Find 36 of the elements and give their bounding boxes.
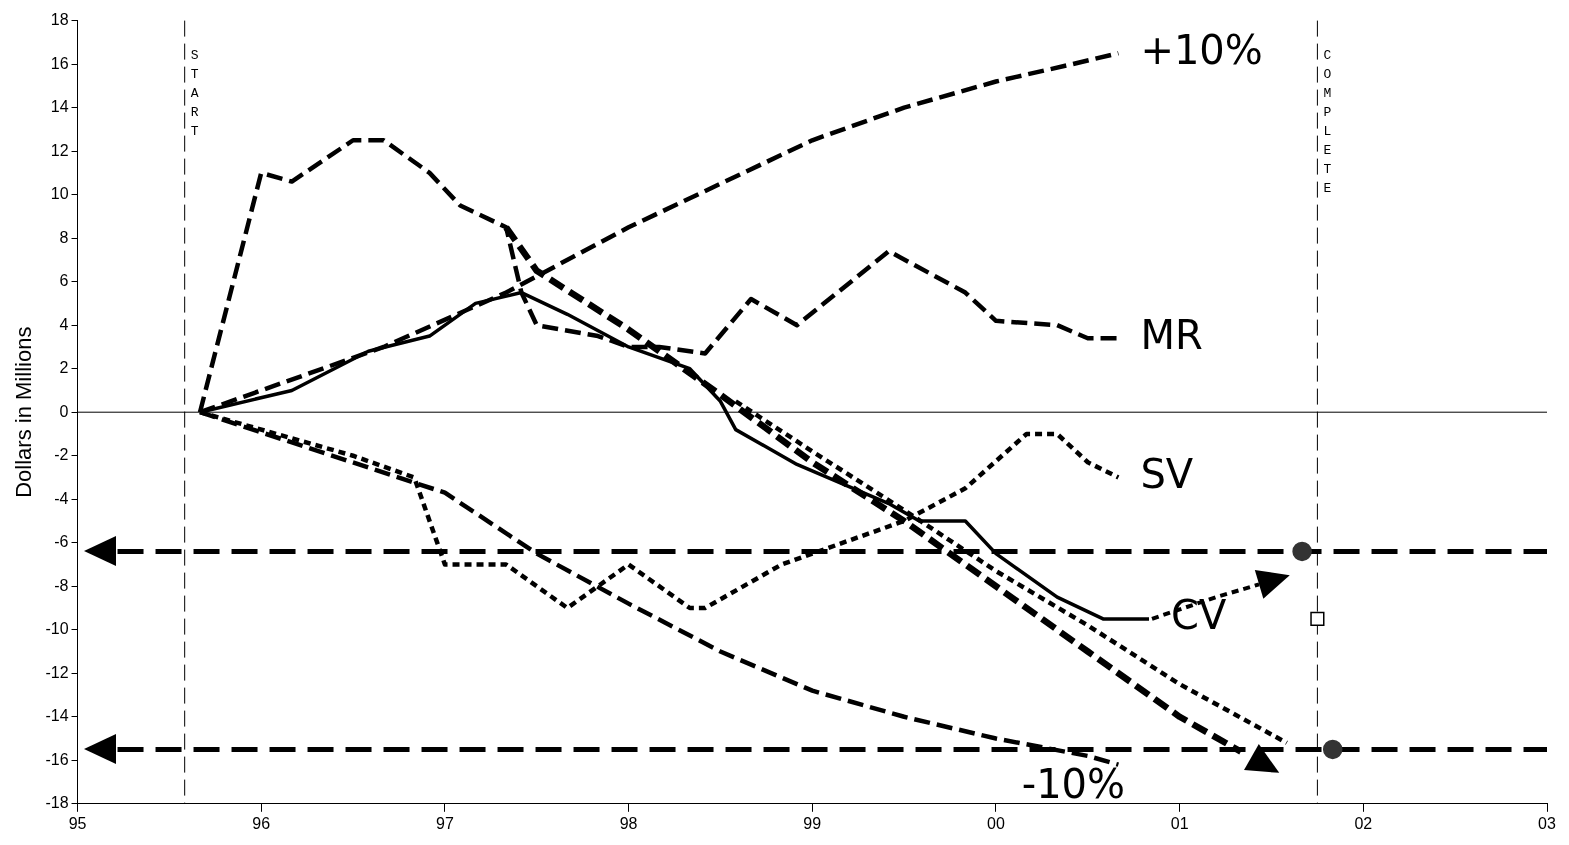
x-tick-label: 01 bbox=[1170, 814, 1189, 832]
y-axis-title: Dollars in Millions bbox=[11, 326, 37, 498]
y-tick-label: -10 bbox=[45, 620, 69, 638]
series-label: +10% bbox=[1140, 26, 1263, 73]
x-tick-label: 96 bbox=[252, 814, 271, 832]
y-tick-label: -18 bbox=[45, 794, 69, 812]
x-tick-label: 02 bbox=[1354, 814, 1373, 832]
y-tick-label: -6 bbox=[54, 533, 69, 551]
x-tick-label: 00 bbox=[987, 814, 1005, 832]
y-tick-label: -2 bbox=[54, 446, 69, 464]
y-tick-label: -16 bbox=[45, 750, 69, 768]
y-tick-label: 18 bbox=[50, 11, 69, 29]
x-tick-label: 97 bbox=[436, 814, 454, 832]
y-tick-label: -4 bbox=[54, 489, 69, 507]
series-label: CV bbox=[1171, 592, 1227, 639]
y-tick-label: 10 bbox=[50, 185, 69, 203]
y-tick-label: 4 bbox=[59, 315, 69, 333]
x-tick-label: 95 bbox=[68, 814, 87, 832]
y-tick-label: 0 bbox=[59, 402, 69, 420]
y-tick-label: 2 bbox=[59, 359, 69, 377]
y-tick-label: 14 bbox=[50, 98, 69, 116]
series-label: MR bbox=[1140, 311, 1203, 358]
x-tick-label: 99 bbox=[803, 814, 822, 832]
y-tick-label: 6 bbox=[59, 272, 69, 290]
y-tick-label: -12 bbox=[45, 663, 69, 681]
y-tick-label: 8 bbox=[59, 228, 69, 246]
x-tick-label: 98 bbox=[619, 814, 638, 832]
ref-line-label: START bbox=[190, 47, 199, 139]
series-label: -10% bbox=[1021, 761, 1126, 808]
ref-line-label: COMPLETE bbox=[1323, 47, 1332, 196]
y-tick-label: -8 bbox=[54, 576, 69, 594]
x-tick-label: 03 bbox=[1538, 814, 1556, 832]
y-tick-label: 16 bbox=[50, 54, 69, 72]
y-tick-label: -14 bbox=[45, 707, 69, 725]
series-label: SV bbox=[1140, 450, 1194, 497]
y-tick-label: 12 bbox=[50, 141, 69, 159]
